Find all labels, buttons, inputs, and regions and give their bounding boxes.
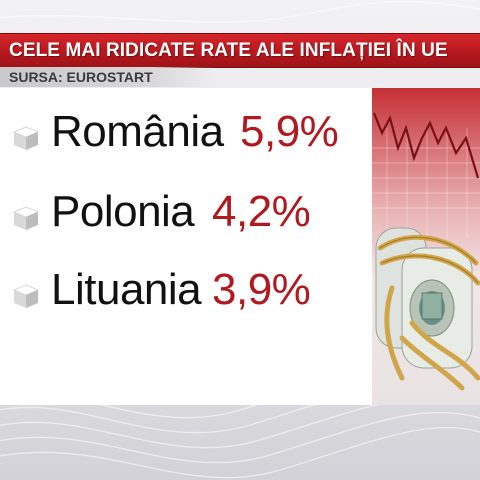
country-name: România (51, 107, 224, 156)
rolled-banknotes-tied-with-rope-icon (372, 88, 480, 405)
inflation-list-panel: România 5,9% Polonia 4,2% Lituania 3,9% (0, 88, 372, 405)
cube-bullet-icon (12, 284, 40, 308)
cube-bullet-icon (12, 126, 40, 150)
inflation-rate: 4,2% (212, 187, 311, 236)
source-label: SURSA: EUROSTART (9, 69, 153, 85)
inflation-rate: 3,9% (212, 265, 311, 314)
source-bar: SURSA: EUROSTART (0, 67, 215, 87)
list-item: Polonia 4,2% (0, 185, 372, 245)
page-title: CELE MAI RIDICATE RATE ALE INFLAȚIEI ÎN … (9, 40, 448, 61)
title-bar: CELE MAI RIDICATE RATE ALE INFLAȚIEI ÎN … (0, 33, 480, 68)
country-name: Lituania (51, 265, 202, 314)
cube-bullet-icon (12, 206, 40, 230)
list-item: Lituania 3,9% (0, 263, 372, 323)
country-name: Polonia (51, 187, 195, 236)
list-item: România 5,9% (0, 105, 372, 165)
inflation-rate: 5,9% (240, 107, 339, 156)
